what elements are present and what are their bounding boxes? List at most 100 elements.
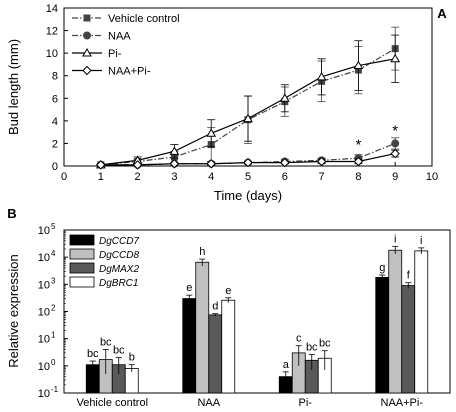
y-tick-label-3: 6 [52, 93, 58, 105]
data-point [353, 156, 364, 167]
legend-item-3: NAA+Pi- [72, 66, 151, 78]
y-tick-exponent-1: 0 [51, 358, 56, 367]
bar [401, 285, 416, 394]
significance-letter: bc [87, 348, 99, 360]
legend-marker [83, 14, 91, 22]
y-tick-label-2: 4 [52, 116, 58, 128]
panel-a-annotations: ** [355, 122, 398, 153]
data-point [391, 139, 400, 148]
legend-swatch [69, 248, 95, 260]
y-tick-label-7: 14 [46, 3, 58, 15]
legend-label: DgMAX2 [99, 264, 139, 275]
y-tick-label-1: 2 [52, 138, 58, 150]
panel-b-bars: bc e a g bc h c i bc d bc f b e bc i [85, 233, 429, 394]
significance-letter: f [407, 270, 411, 282]
panel-a-series [95, 26, 401, 170]
y-tick-exponent-0: -1 [51, 385, 59, 394]
legend-label: NAA+Pi- [108, 66, 151, 78]
x-tick-label-10: 10 [426, 171, 438, 183]
y-tick-label-1: 10 [38, 361, 50, 373]
category-label-2: Pi- [299, 397, 313, 409]
data-point [206, 159, 216, 169]
y-tick-label-2: 10 [38, 334, 50, 346]
x-tick-label-6: 6 [282, 171, 288, 183]
y-tick-label-6: 12 [46, 26, 58, 38]
legend-label: Vehicle control [108, 13, 180, 25]
y-tick-label-4: 10 [38, 279, 50, 291]
legend-marker [82, 47, 92, 57]
significance-letter: a [283, 359, 290, 371]
data-point [390, 53, 401, 63]
legend-label: DgCCD7 [99, 236, 139, 247]
y-tick-label-6: 10 [38, 225, 50, 237]
y-tick-exponent-3: 2 [51, 304, 56, 313]
legend-item-2: Pi- [72, 47, 122, 60]
y-tick-label-3: 10 [38, 307, 50, 319]
x-tick-label-8: 8 [355, 171, 361, 183]
significance-letter: g [379, 262, 385, 274]
legend-label: DgCCD8 [99, 250, 139, 261]
significance-annotation: * [355, 137, 361, 154]
bar [375, 276, 390, 394]
data-point [169, 159, 180, 169]
y-tick-exponent-2: 1 [51, 331, 56, 340]
data-point [353, 60, 364, 70]
bar [221, 299, 236, 394]
x-tick-label-4: 4 [208, 171, 214, 183]
y-tick-label-4: 8 [52, 71, 58, 83]
y-tick-label-0: 10 [38, 388, 50, 400]
data-point [132, 160, 143, 170]
series-2 [95, 34, 401, 169]
legend-item-0: DgCCD7 [69, 234, 139, 247]
bar [195, 261, 210, 394]
significance-letter: bc [319, 338, 331, 350]
x-tick-label-1: 1 [98, 171, 104, 183]
data-point [390, 148, 400, 159]
significance-letter: b [129, 352, 135, 364]
panel-b-legend: DgCCD7 DgCCD8 DgMAX2 DgBRC1 [69, 234, 139, 289]
x-tick-label-5: 5 [245, 171, 251, 183]
category-label-0: Vehicle control [76, 397, 148, 409]
legend-swatch [69, 276, 95, 288]
x-tick-label-9: 9 [392, 171, 398, 183]
series-3: b e bc i [124, 235, 429, 394]
panel-a-label: A [437, 6, 447, 21]
legend-item-3: DgBRC1 [69, 276, 138, 289]
legend-item-2: DgMAX2 [69, 262, 139, 275]
significance-letter: bc [113, 345, 125, 357]
bar [182, 298, 197, 394]
significance-letter: e [225, 285, 231, 297]
data-point [243, 113, 253, 123]
data-point [279, 93, 290, 102]
legend-label: DgBRC1 [99, 278, 138, 289]
panel-a-ylabel: Bud length (mm) [6, 39, 21, 135]
data-point [169, 146, 180, 155]
y-tick-label-5: 10 [38, 252, 50, 264]
significance-letter: d [212, 301, 218, 313]
data-point [243, 157, 253, 168]
significance-letter: e [186, 282, 192, 294]
data-point [96, 160, 106, 170]
significance-letter: i [420, 235, 422, 247]
significance-letter: c [296, 333, 302, 345]
data-point [280, 157, 290, 168]
category-label-1: NAA [197, 397, 220, 409]
legend-marker [83, 31, 91, 40]
significance-letter: bc [306, 342, 318, 354]
y-tick-exponent-4: 3 [51, 276, 56, 285]
bar [208, 314, 223, 394]
data-point [316, 156, 327, 167]
significance-letter: h [199, 246, 205, 258]
y-tick-exponent-5: 4 [51, 249, 56, 258]
bar [124, 368, 139, 394]
x-tick-label-3: 3 [171, 171, 177, 183]
panel-b-label: B [7, 206, 16, 221]
legend-label: Pi- [108, 48, 122, 60]
panel-a-xlabel: Time (days) [214, 188, 282, 203]
